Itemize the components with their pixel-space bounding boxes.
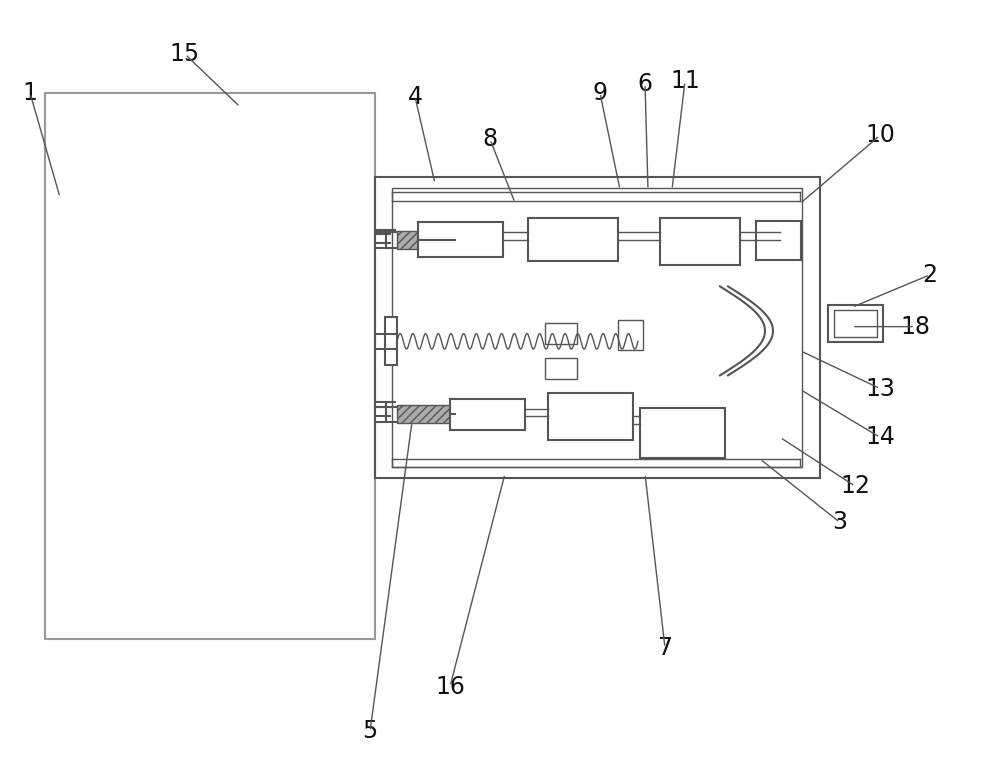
Text: 12: 12 [840,474,870,498]
Bar [450,399,525,430]
Bar [45,93,375,639]
Text: 1: 1 [23,80,37,105]
Text: 4: 4 [408,84,422,109]
Text: 7: 7 [658,635,672,660]
Bar [545,323,577,344]
Bar [397,231,455,249]
Text: 14: 14 [865,425,895,450]
Text: 15: 15 [170,42,200,67]
Text: 2: 2 [922,262,938,287]
Bar [548,393,633,440]
Bar [545,358,577,379]
Text: 6: 6 [638,71,652,96]
Bar [834,310,877,337]
Bar [828,305,883,342]
Text: 5: 5 [362,719,378,744]
Text: 13: 13 [865,376,895,401]
Bar [392,188,802,467]
Text: 9: 9 [592,80,608,105]
Text: 10: 10 [865,123,895,148]
Text: 18: 18 [900,314,930,339]
Bar [397,405,455,423]
Bar [660,218,740,265]
Bar [418,222,503,257]
Bar [618,320,643,350]
Text: 8: 8 [482,127,498,152]
Bar [528,218,618,261]
Bar [385,317,397,365]
Bar [756,221,801,260]
Bar [640,408,725,458]
Text: 3: 3 [832,510,848,535]
Text: 16: 16 [435,674,465,699]
Text: 11: 11 [670,69,700,94]
Bar [375,177,820,478]
